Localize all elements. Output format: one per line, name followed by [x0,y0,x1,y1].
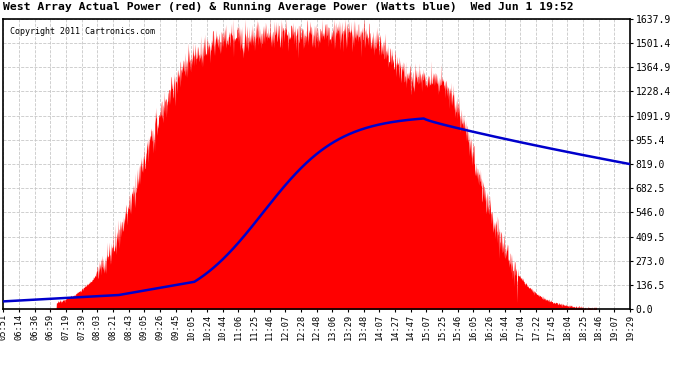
Text: Copyright 2011 Cartronics.com: Copyright 2011 Cartronics.com [10,27,155,36]
Text: West Array Actual Power (red) & Running Average Power (Watts blue)  Wed Jun 1 19: West Array Actual Power (red) & Running … [3,2,574,12]
